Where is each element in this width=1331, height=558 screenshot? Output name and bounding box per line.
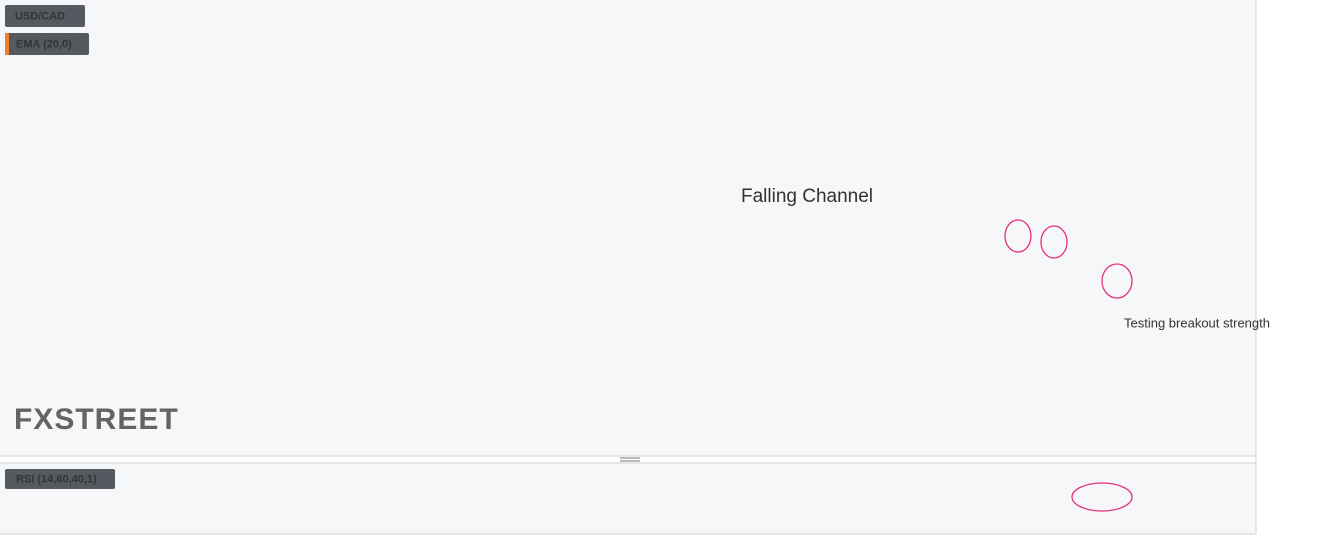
highlight-circle [1004,219,1032,253]
legend-entry: EMA (20,0) [16,38,72,50]
legend-box [5,33,89,55]
legend-title: USD/CAD [15,10,65,22]
legend-entry: RSI (14,60,40,1) [16,473,97,485]
highlight-circle [1040,225,1068,259]
highlight-circle [1071,482,1133,512]
highlight-circle [1101,263,1133,299]
legend-box [5,469,115,489]
annotation: Testing breakout strength [1124,315,1270,330]
price-panel [0,0,1256,456]
legend-swatch [5,33,9,55]
rsi-panel [0,463,1256,534]
legend-box [5,5,85,27]
annotation: Falling Channel [741,186,873,207]
watermark: FXSTREET [14,403,179,436]
